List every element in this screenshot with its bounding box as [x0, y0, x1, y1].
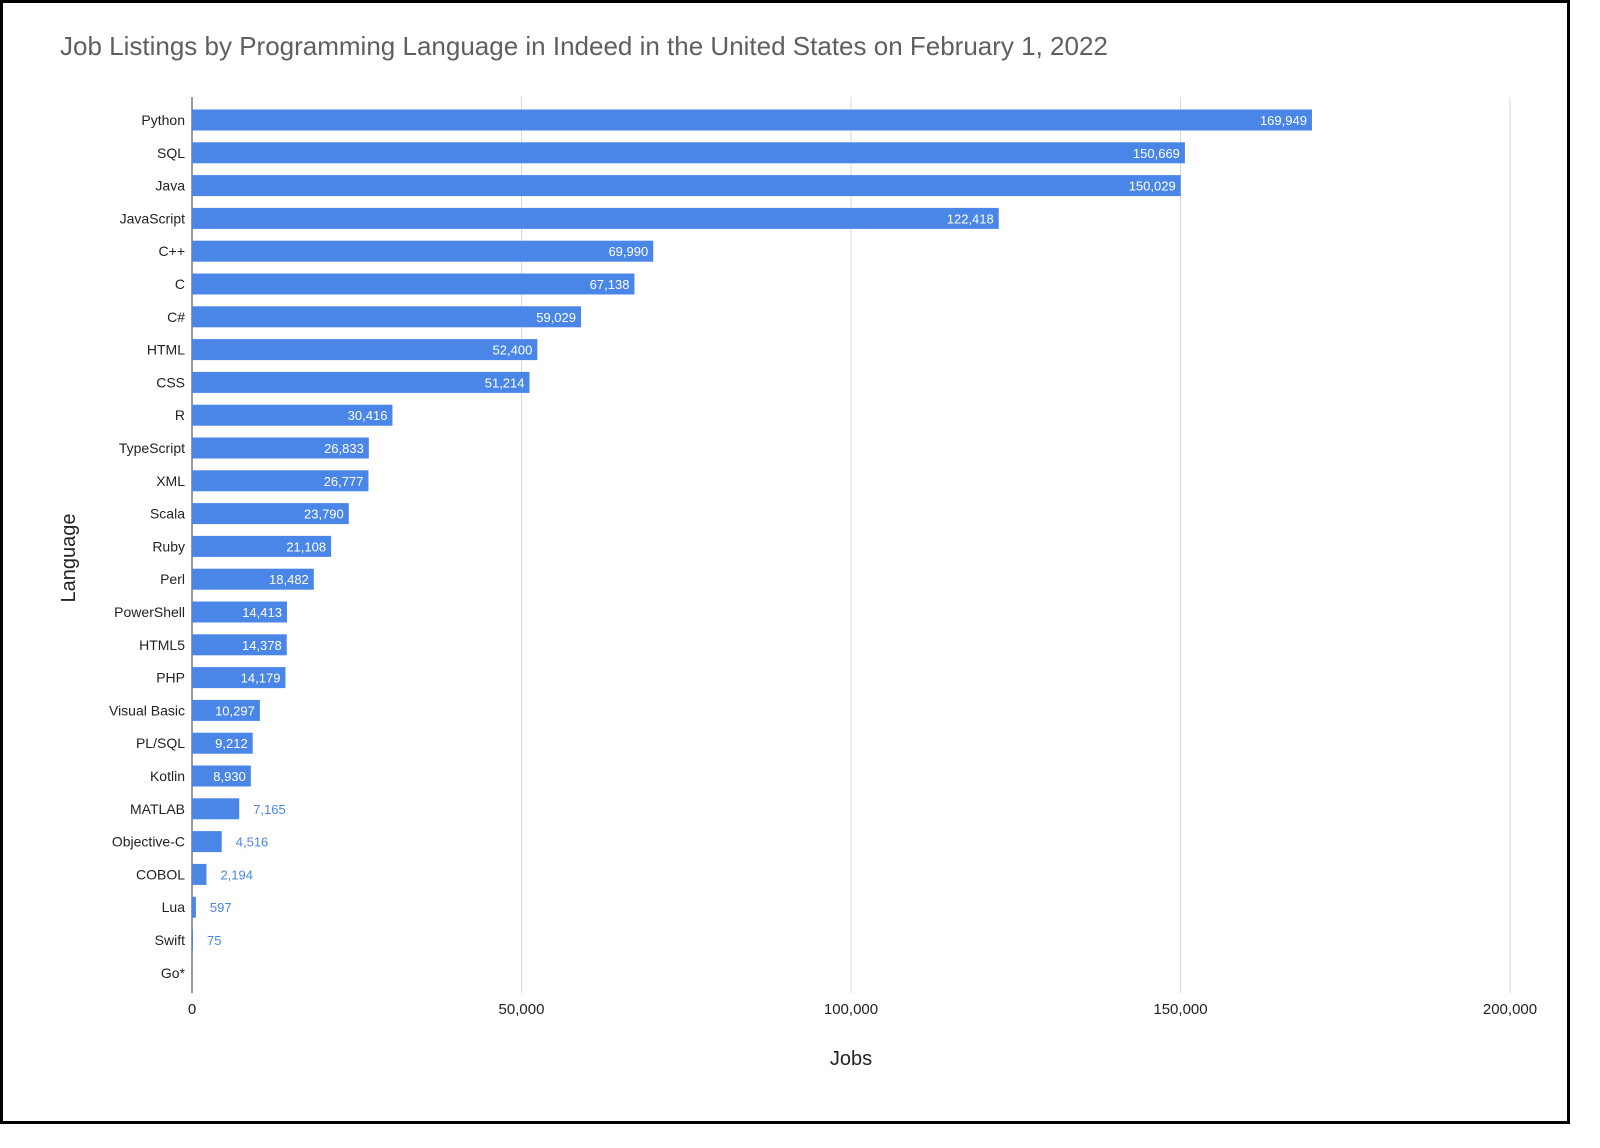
value-label: 59,029: [536, 310, 576, 325]
bar: [192, 503, 349, 525]
x-tick-label: 0: [188, 1001, 196, 1018]
category-label: PowerShell: [114, 604, 185, 620]
category-label: MATLAB: [130, 801, 185, 817]
category-label: Visual Basic: [109, 702, 185, 718]
bar: [192, 798, 240, 820]
bar: [192, 339, 538, 361]
category-label: Scala: [150, 506, 185, 522]
value-label: 14,378: [242, 638, 282, 653]
value-label: 52,400: [493, 343, 533, 358]
bars: 169,949 150,669 150,029 122,418 69,990 67,138…: [192, 109, 1312, 951]
value-label: 169,949: [1260, 113, 1307, 128]
category-label: PL/SQL: [136, 735, 185, 751]
bar: [192, 175, 1181, 197]
bar: [192, 667, 286, 689]
value-label: 4,516: [236, 835, 269, 850]
bar: [192, 404, 393, 426]
category-label: Kotlin: [150, 768, 185, 784]
value-label: 26,777: [324, 474, 364, 489]
value-label: 8,930: [213, 769, 246, 784]
x-tick-label: 200,000: [1483, 1001, 1537, 1018]
bar: [192, 109, 1312, 131]
category-label: PHP: [156, 670, 185, 686]
bar: [192, 142, 1185, 164]
value-label: 69,990: [608, 244, 648, 259]
value-label: 2,194: [220, 867, 253, 882]
value-label: 597: [210, 900, 232, 915]
category-label: C++: [159, 243, 185, 259]
bar: [192, 634, 287, 656]
category-label: HTML5: [139, 637, 185, 653]
bar: [192, 371, 530, 393]
category-label: HTML: [147, 342, 185, 358]
value-label: 14,179: [241, 671, 281, 686]
bar: [192, 207, 999, 229]
gridlines: [191, 97, 1511, 993]
bar: [192, 929, 193, 951]
x-tick-labels: 0 50,000 100,000 150,000 200,000: [188, 1001, 1537, 1018]
value-label: 75: [207, 933, 221, 948]
category-label: SQL: [157, 145, 185, 161]
category-label: Go*: [161, 965, 186, 981]
value-label: 21,108: [286, 539, 326, 554]
bar: [192, 896, 196, 918]
value-label: 51,214: [485, 375, 525, 390]
y-axis-title: Language: [58, 514, 80, 603]
category-labels: Python SQL Java JavaScript C++ C C# HTML CSS R Typ…: [109, 112, 186, 981]
bar: [192, 732, 253, 754]
value-label: 9,212: [215, 736, 248, 751]
bar: [192, 699, 260, 721]
category-label: JavaScript: [120, 210, 185, 226]
value-label: 14,413: [242, 605, 282, 620]
value-label: 18,482: [269, 572, 309, 587]
value-label: 23,790: [304, 507, 344, 522]
value-label: 26,833: [324, 441, 364, 456]
chart-title: Job Listings by Programming Language in …: [60, 31, 1108, 61]
bar: [192, 470, 369, 492]
category-label: Python: [141, 112, 185, 128]
category-label: CSS: [156, 374, 185, 390]
bar: [192, 863, 207, 885]
value-label: 7,165: [253, 802, 286, 817]
category-label: Lua: [162, 899, 186, 915]
value-label: 67,138: [590, 277, 630, 292]
category-label: C#: [167, 309, 185, 325]
bar: [192, 240, 654, 262]
bar: [192, 273, 635, 295]
category-label: Swift: [155, 932, 185, 948]
category-label: COBOL: [136, 866, 185, 882]
category-label: Ruby: [152, 538, 185, 554]
x-axis-title: Jobs: [830, 1048, 872, 1070]
x-tick-label: 150,000: [1153, 1001, 1207, 1018]
category-label: R: [175, 407, 185, 423]
value-label: 150,669: [1133, 146, 1180, 161]
value-label: 30,416: [348, 408, 388, 423]
x-tick-label: 50,000: [499, 1001, 545, 1018]
value-label: 122,418: [947, 211, 994, 226]
bar: [192, 601, 287, 623]
category-label: C: [175, 276, 185, 292]
category-label: Java: [155, 178, 185, 194]
bar: [192, 535, 332, 557]
category-label: TypeScript: [119, 440, 185, 456]
bar: [192, 306, 582, 328]
value-label: 150,029: [1129, 179, 1176, 194]
category-label: Objective-C: [112, 834, 185, 850]
bar: [192, 437, 369, 459]
value-label: 10,297: [215, 703, 255, 718]
category-label: Perl: [160, 571, 185, 587]
bar: [192, 765, 251, 787]
bar: [192, 568, 314, 590]
bar: [192, 831, 222, 853]
x-tick-label: 100,000: [824, 1001, 878, 1018]
category-label: XML: [156, 473, 185, 489]
